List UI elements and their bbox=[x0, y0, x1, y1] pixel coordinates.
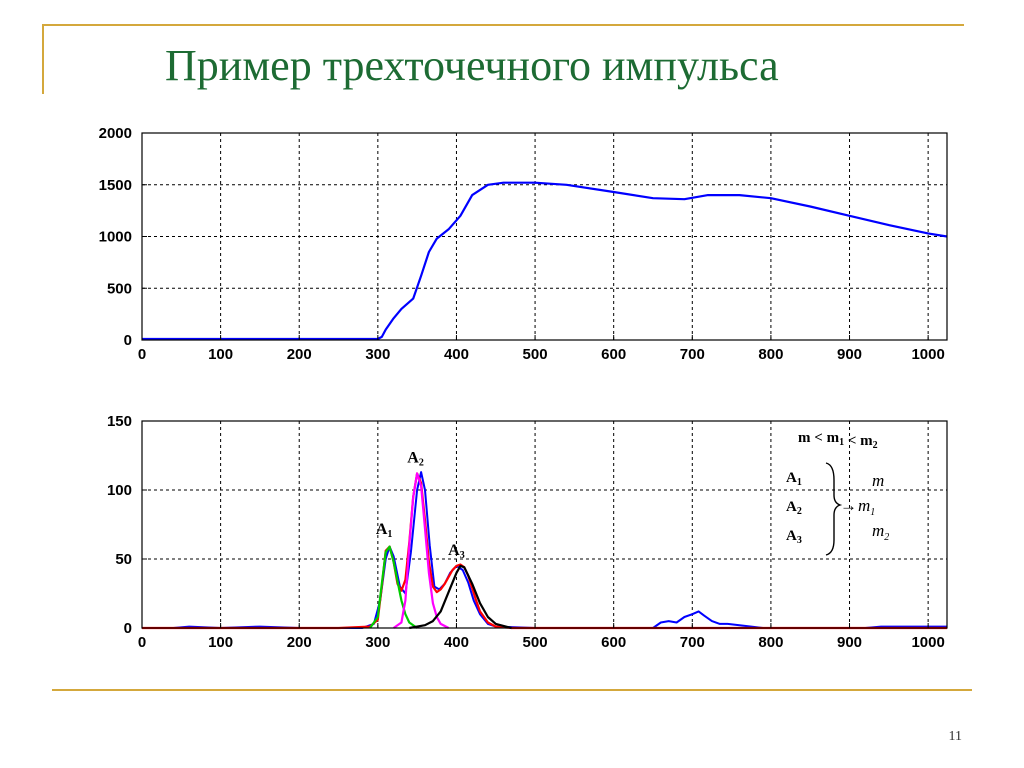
x-tick-label: 800 bbox=[758, 346, 783, 363]
x-tick-label: 200 bbox=[287, 634, 312, 651]
legend-condition: m < m1 < m2 bbox=[798, 430, 878, 451]
x-tick-label: 400 bbox=[444, 346, 469, 363]
x-tick-label: 300 bbox=[365, 634, 390, 651]
peak-label-1: A1 bbox=[376, 521, 393, 540]
y-tick-label: 0 bbox=[124, 620, 132, 637]
x-tick-label: 600 bbox=[601, 634, 626, 651]
series-line-1 bbox=[142, 181, 948, 341]
x-tick-label: 600 bbox=[601, 346, 626, 363]
x-tick-label: 200 bbox=[287, 346, 312, 363]
x-tick-label: 500 bbox=[523, 346, 548, 363]
legend-arrow: → bbox=[840, 496, 857, 515]
y-tick-label: 50 bbox=[115, 551, 132, 568]
page-number: 11 bbox=[948, 729, 962, 744]
plot-frame bbox=[141, 420, 948, 629]
x-tick-label: 500 bbox=[523, 634, 548, 651]
legend-brace bbox=[825, 462, 843, 556]
series-line-1 bbox=[142, 471, 947, 629]
legend-left-item-3: A3 bbox=[786, 528, 802, 546]
peak-label-3: A3 bbox=[448, 542, 465, 561]
series-line-5 bbox=[409, 564, 512, 630]
x-tick-label: 0 bbox=[138, 634, 146, 651]
frame-bottom-line bbox=[52, 689, 972, 691]
legend-right-item-3: m2 bbox=[872, 521, 889, 543]
frame-top-line bbox=[42, 24, 964, 26]
legend-left-item-1: A1 bbox=[786, 470, 802, 488]
legend-right-item-1: m bbox=[872, 471, 884, 490]
legend-right-item-2: m1 bbox=[858, 496, 875, 518]
y-tick-label: 150 bbox=[107, 413, 132, 430]
y-tick-label: 2000 bbox=[99, 125, 132, 142]
x-tick-label: 700 bbox=[680, 634, 705, 651]
x-tick-label: 400 bbox=[444, 634, 469, 651]
series-line-3 bbox=[369, 545, 418, 629]
x-tick-label: 100 bbox=[208, 634, 233, 651]
x-tick-label: 0 bbox=[138, 346, 146, 363]
peak-label-2: A2 bbox=[407, 449, 424, 468]
frame-left-line bbox=[42, 24, 44, 94]
y-tick-label: 500 bbox=[107, 280, 132, 297]
chart-spectrum: 0 100 200 300 400 500 600 700 800 900 1000 0 50 100 15… bbox=[107, 413, 948, 651]
y-tick-label: 100 bbox=[107, 482, 132, 499]
chart-cumulative: 0 100 200 300 400 500 600 700 800 900 1000 0 500 1000… bbox=[99, 125, 948, 363]
x-tick-label: 800 bbox=[758, 634, 783, 651]
x-tick-label: 700 bbox=[680, 346, 705, 363]
x-tick-label: 900 bbox=[837, 634, 862, 651]
y-tick-label: 1500 bbox=[99, 177, 132, 194]
series-line-2 bbox=[142, 472, 947, 630]
x-tick-label: 100 bbox=[208, 346, 233, 363]
x-tick-label: 300 bbox=[365, 346, 390, 363]
x-tick-label: 900 bbox=[837, 346, 862, 363]
legend-left-item-2: A2 bbox=[786, 499, 802, 517]
y-tick-label: 0 bbox=[124, 332, 132, 349]
x-tick-label: 1000 bbox=[911, 346, 944, 363]
chart-legend: m < m1 < m2 A1 A2 A3 → m m1 m2 bbox=[786, 430, 889, 556]
slide-title: Пример трехточечного импульса bbox=[165, 41, 779, 90]
x-tick-label: 1000 bbox=[911, 634, 944, 651]
y-tick-label: 1000 bbox=[99, 229, 132, 246]
